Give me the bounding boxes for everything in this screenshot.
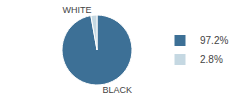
svg-text:2.8%: 2.8% bbox=[200, 54, 223, 65]
svg-text:97.2%: 97.2% bbox=[200, 35, 228, 46]
svg-text:WHITE: WHITE bbox=[62, 5, 91, 15]
svg-text:BLACK: BLACK bbox=[103, 85, 133, 95]
